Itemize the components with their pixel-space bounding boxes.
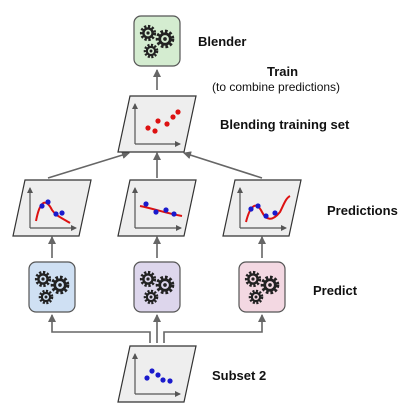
subset-points (144, 368, 173, 384)
train-note-label: (to combine predictions) (212, 80, 341, 94)
subset-label: Subset 2 (212, 368, 267, 383)
blending-set-panel (117, 95, 197, 153)
model-box-2 (133, 261, 181, 313)
connectors (47, 69, 266, 343)
blending-set-label: Blending training set (220, 117, 350, 132)
model-box-1 (28, 261, 76, 313)
prediction-panel-1 (12, 179, 92, 237)
predictions-label: Predictions (327, 203, 398, 218)
train-label: Train (267, 64, 299, 79)
prediction-panel-2 (117, 179, 197, 237)
blender-box (133, 15, 181, 67)
predict-label: Predict (313, 283, 358, 298)
arrow-subset-to-model1 (48, 314, 151, 343)
prediction-panel-3 (222, 179, 302, 237)
blender-label: Blender (198, 34, 247, 49)
blend-points (145, 109, 181, 134)
arrow-pred3-to-blend (183, 151, 263, 179)
arrow-subset-to-model3 (163, 314, 266, 343)
subset-panel (117, 345, 197, 403)
model-box-3 (238, 261, 286, 313)
arrow-pred1-to-blend (47, 151, 130, 179)
